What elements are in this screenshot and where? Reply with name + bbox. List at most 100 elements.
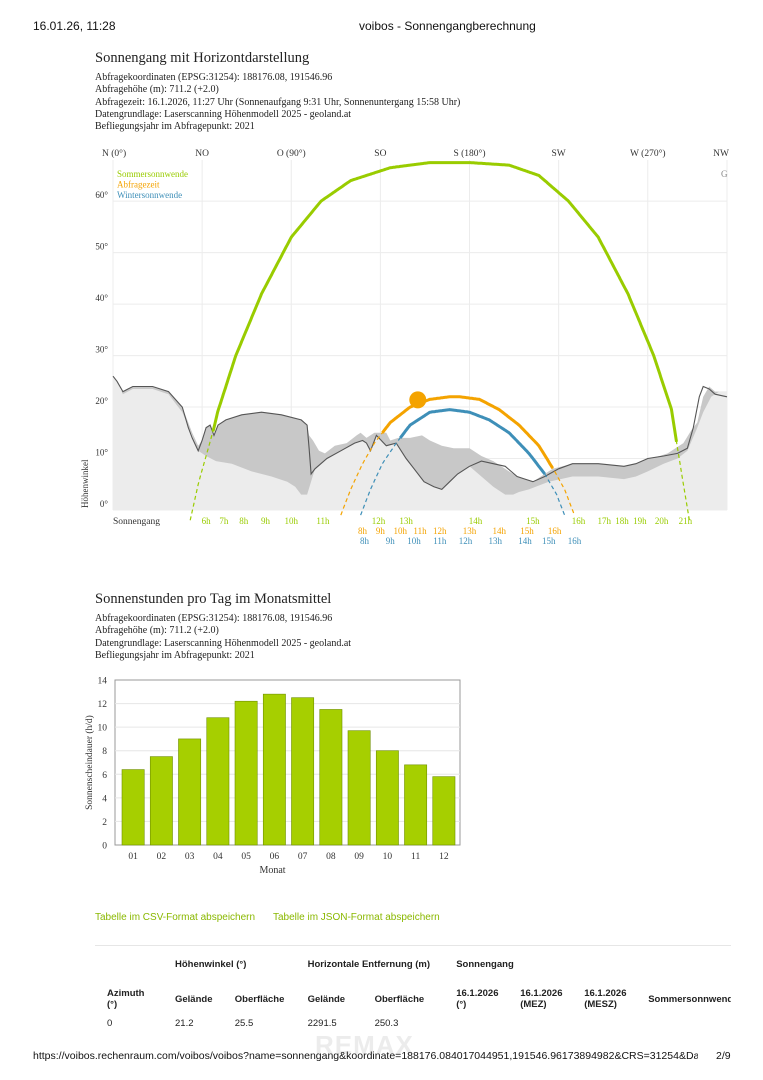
y-tick-label: 8 [102,747,107,757]
save-json-link[interactable]: Tabelle im JSON-Format abspeichern [273,912,440,923]
y-tick-label: 4 [102,794,107,804]
x-tick-label: 06 [270,852,280,862]
y-tick-label: 12 [98,700,108,710]
save-csv-link[interactable]: Tabelle im CSV-Format abspeichern [95,912,256,923]
x-axis-label: SO [374,149,386,159]
sun-path-visible [381,395,554,469]
x-tick-label: 05 [241,852,251,862]
hour-label: 19h [633,516,647,526]
hour-label: 9h [261,516,271,526]
hour-label: 14h [518,536,532,546]
y-tick-label: 50° [95,242,108,252]
bar [121,769,145,846]
x-axis-label: S (180°) [453,148,485,159]
bar [375,750,399,846]
y-tick-label: 14 [98,677,108,687]
bar [319,709,343,846]
hour-label: 13h [489,536,503,546]
legend-entry: Sommersonnwende [117,169,188,179]
y-tick-label: 60° [95,190,108,200]
legend-partial: G [721,169,728,179]
x-axis-label: Monat [259,865,285,876]
sun-path-visible [211,161,678,443]
bar [149,756,173,846]
y-tick-label: 30° [95,345,108,355]
column-header: 16.1.2026 (MESZ) [584,988,627,1010]
hour-label: 10h [407,536,421,546]
hour-label: 12h [372,516,386,526]
sonnenstunden-meta: Abfragekoordinaten (EPSG:31254): 188176.… [95,613,351,662]
sonnenstunden-title: Sonnenstunden pro Tag im Monatsmittel [95,591,332,607]
table-cell [572,1015,636,1032]
sonnengang-title: Sonnengang mit Horizontdarstellung [95,50,310,66]
hour-label: 7h [219,516,229,526]
hour-label: 15h [520,526,534,536]
x-tick-label: 07 [298,852,308,862]
hour-label: 13h [463,526,477,536]
table-header-sonnengang: Sonnengang [456,958,514,970]
x-axis-label: NW [713,149,729,159]
column-header: Oberfläche [374,993,425,1005]
meta-line: Datengrundlage: Laserscanning Höhenmodel… [95,637,352,649]
bar [291,697,315,846]
print-datetime: 16.01.26, 11:28 [33,19,116,33]
bar [432,776,456,846]
print-page-number: 2/9 [716,1050,731,1062]
table-cell: 21.2 [175,1018,194,1029]
hour-label: 8h [239,516,249,526]
column-header: 16.1.2026 (MEZ) [520,988,563,1010]
hour-label: 17h [597,516,611,526]
hour-label: 6h [202,516,212,526]
column-header: Oberfläche [234,993,285,1005]
y-tick-label: 2 [102,818,107,828]
table-row: 0 21.2 25.5 2291.5 250.3 [95,1015,731,1032]
meta-line: Datengrundlage: Laserscanning Höhenmodel… [95,108,352,120]
watermark-logo: REMAX [315,1030,414,1060]
sun-path-dashed [360,408,566,516]
hour-label: 11h [413,526,427,536]
y-tick-label: 10° [95,448,108,458]
x-tick-label: 09 [354,852,364,862]
table-cell: 250.3 [374,1018,399,1029]
x-axis-label: SW [552,149,566,159]
table-header-empty [95,945,163,983]
hour-label: 8h [358,526,368,536]
meta-line: Abfragezeit: 16.1.2026, 11:27 Uhr (Sonne… [95,96,461,108]
x-tick-label: 03 [185,852,195,862]
x-axis-label: W (270°) [630,148,666,159]
sun-path-visible [399,408,546,475]
y-axis-label: Sonnenscheindauer (h/d) [84,715,95,810]
results-table: Höhenwinkel (°) Horizontale Entfernung (… [95,945,731,1032]
hour-label: 8h [360,536,370,546]
hour-label: 16h [548,526,562,536]
bar [347,730,371,846]
hour-label: 15h [526,516,540,526]
x-tick-label: 02 [157,852,167,862]
y-tick-label: 40° [95,293,108,303]
hour-label: 16h [568,536,582,546]
hour-label: 14h [469,516,483,526]
hour-label: 20h [655,516,669,526]
horizon-line [112,375,728,491]
table-cell [636,1015,731,1032]
meta-line: Abfragekoordinaten (EPSG:31254): 188176.… [95,72,333,83]
x-tick-label: 11 [411,852,420,862]
x-axis-label: NO [195,149,209,159]
column-header: Gelände [307,993,346,1005]
terrain-horizon-area [113,376,727,510]
hour-label: 10h [393,526,407,536]
sun-path-chart: 0° 10° 20° 30° 40° 50° 60° N (0°) NO O (90°) SO S (… [80,148,729,546]
sun-marker [409,391,427,409]
y-tick-label: 20° [95,396,108,406]
y-tick-label: 10 [98,724,108,734]
results-table-frame [95,945,731,1038]
hour-label: 18h [615,516,629,526]
x-row-label: Sonnengang [113,517,160,527]
column-header: 16.1.2026 (°) [456,988,499,1010]
hour-label: 21h [679,516,693,526]
hour-label: 16h [572,516,586,526]
x-tick-label: 08 [326,852,336,862]
legend-entry: Wintersonnwende [117,190,182,200]
y-tick-label: 0° [100,499,109,509]
